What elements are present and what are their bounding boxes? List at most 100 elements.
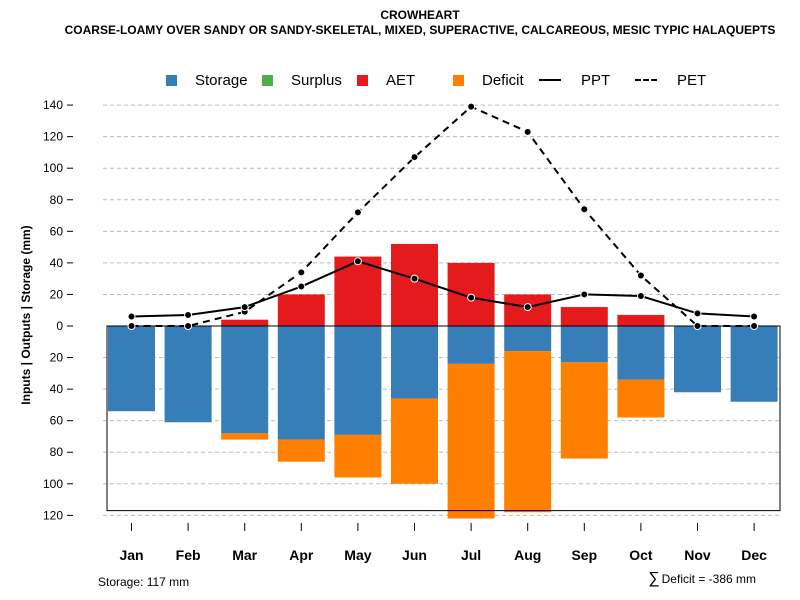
legend: Storage Surplus AET Deficit PPT PET: [0, 70, 800, 90]
deficit-bar: [447, 363, 495, 519]
legend-label-surplus: Surplus: [291, 71, 342, 89]
y-tick-label: 80: [50, 445, 64, 459]
pet-point: [636, 271, 645, 280]
y-tick-label: 40: [50, 382, 64, 396]
x-tick-label: Aug: [514, 547, 541, 563]
x-tick-label: Dec: [741, 547, 767, 563]
y-tick-label: 100: [43, 477, 63, 491]
deficit-bar: [617, 379, 665, 418]
storage-bar: [674, 326, 721, 393]
pet-point: [353, 208, 362, 217]
pet-point: [467, 102, 476, 111]
pet-point: [297, 268, 306, 277]
storage-bar: [617, 326, 665, 380]
y-tick-label: 120: [43, 508, 63, 522]
pet-point: [693, 322, 702, 330]
storage-bar: [334, 326, 382, 435]
storage-bar: [277, 326, 325, 440]
storage-bar: [447, 326, 495, 364]
legend-swatch-deficit: [453, 74, 464, 86]
deficit-summary-text: Deficit = -386 mm: [661, 572, 756, 586]
x-tick-label: Nov: [684, 547, 711, 563]
storage-bar: [108, 326, 155, 412]
ppt-point: [410, 274, 419, 283]
legend-swatch-pet: [635, 79, 657, 81]
aet-bar: [617, 314, 665, 326]
legend-item-pet: PET: [635, 70, 706, 90]
legend-item-deficit: Deficit: [453, 70, 524, 90]
pet-point: [127, 322, 136, 330]
legend-swatch-ppt: [539, 79, 561, 81]
ppt-point: [353, 257, 362, 266]
y-tick-label: 20: [50, 287, 64, 301]
x-tick-label: Mar: [232, 547, 257, 563]
storage-bar: [560, 326, 608, 363]
deficit-bar: [334, 434, 382, 478]
legend-item-storage: Storage: [166, 70, 248, 90]
storage-bar: [730, 326, 778, 402]
ppt-point: [127, 312, 136, 321]
x-tick-label: Apr: [289, 547, 314, 563]
storage-bar: [391, 326, 438, 399]
legend-item-surplus: Surplus: [262, 70, 342, 90]
ppt-point: [467, 293, 476, 302]
legend-swatch-storage: [166, 74, 177, 86]
aet-bar: [221, 319, 269, 326]
y-tick-label: 40: [50, 256, 64, 270]
storage-bar: [164, 326, 212, 423]
sigma-icon: ∑: [648, 570, 660, 587]
legend-label-aet: AET: [386, 71, 416, 89]
storage-bar: [221, 326, 269, 434]
ppt-point: [240, 303, 249, 312]
ppt-line: [131, 260, 755, 318]
legend-label-storage: Storage: [195, 71, 248, 89]
deficit-summary: ∑ Deficit = -386 mm: [648, 570, 756, 588]
ppt-point: [693, 309, 702, 318]
y-tick-label: 120: [43, 130, 63, 144]
legend-item-ppt: PPT: [539, 70, 610, 90]
storage-capacity-box: [106, 325, 781, 512]
ppt-point: [636, 292, 645, 301]
deficit-bar: [221, 433, 269, 440]
x-tick-label: Jun: [402, 547, 427, 563]
x-tick-label: May: [344, 547, 371, 563]
deficit-bar: [277, 439, 325, 462]
x-tick-label: Jul: [461, 547, 481, 563]
ppt-point: [750, 312, 759, 321]
legend-swatch-surplus: [262, 74, 273, 86]
y-tick-label: 20: [50, 351, 64, 365]
ppt-point: [184, 310, 193, 319]
legend-item-aet: AET: [357, 70, 415, 90]
pet-point: [184, 322, 193, 330]
ppt-point: [297, 282, 306, 291]
pet-line: [131, 105, 755, 327]
aet-bar: [277, 294, 325, 326]
storage-bar: [504, 326, 552, 352]
y-tick-label: 140: [43, 98, 63, 112]
y-tick-label: 80: [50, 193, 64, 207]
deficit-bar: [560, 362, 608, 459]
legend-swatch-aet: [357, 74, 368, 86]
x-tick-label: Jan: [119, 547, 143, 563]
ppt-point: [523, 303, 532, 312]
pet-point: [580, 205, 589, 214]
chart-title: CROWHEART: [380, 8, 460, 22]
x-tick-label: Sep: [571, 547, 597, 563]
y-tick-label: 100: [43, 161, 63, 175]
x-tick-label: Feb: [176, 547, 201, 563]
aet-bar: [560, 307, 608, 326]
chart-subtitle: COARSE-LOAMY OVER SANDY OR SANDY-SKELETA…: [64, 23, 776, 37]
storage-summary: Storage: 117 mm: [98, 575, 190, 589]
ppt-point: [580, 290, 589, 299]
x-tick-label: Oct: [629, 547, 653, 563]
pet-point: [750, 322, 759, 330]
deficit-bar: [504, 351, 552, 513]
y-tick-label: 0: [56, 319, 63, 333]
pet-point: [410, 153, 419, 162]
legend-label-deficit: Deficit: [482, 71, 524, 89]
legend-label-pet: PET: [677, 71, 707, 89]
deficit-bar: [391, 398, 438, 484]
y-tick-label: 60: [50, 414, 64, 428]
legend-label-ppt: PPT: [581, 71, 611, 89]
